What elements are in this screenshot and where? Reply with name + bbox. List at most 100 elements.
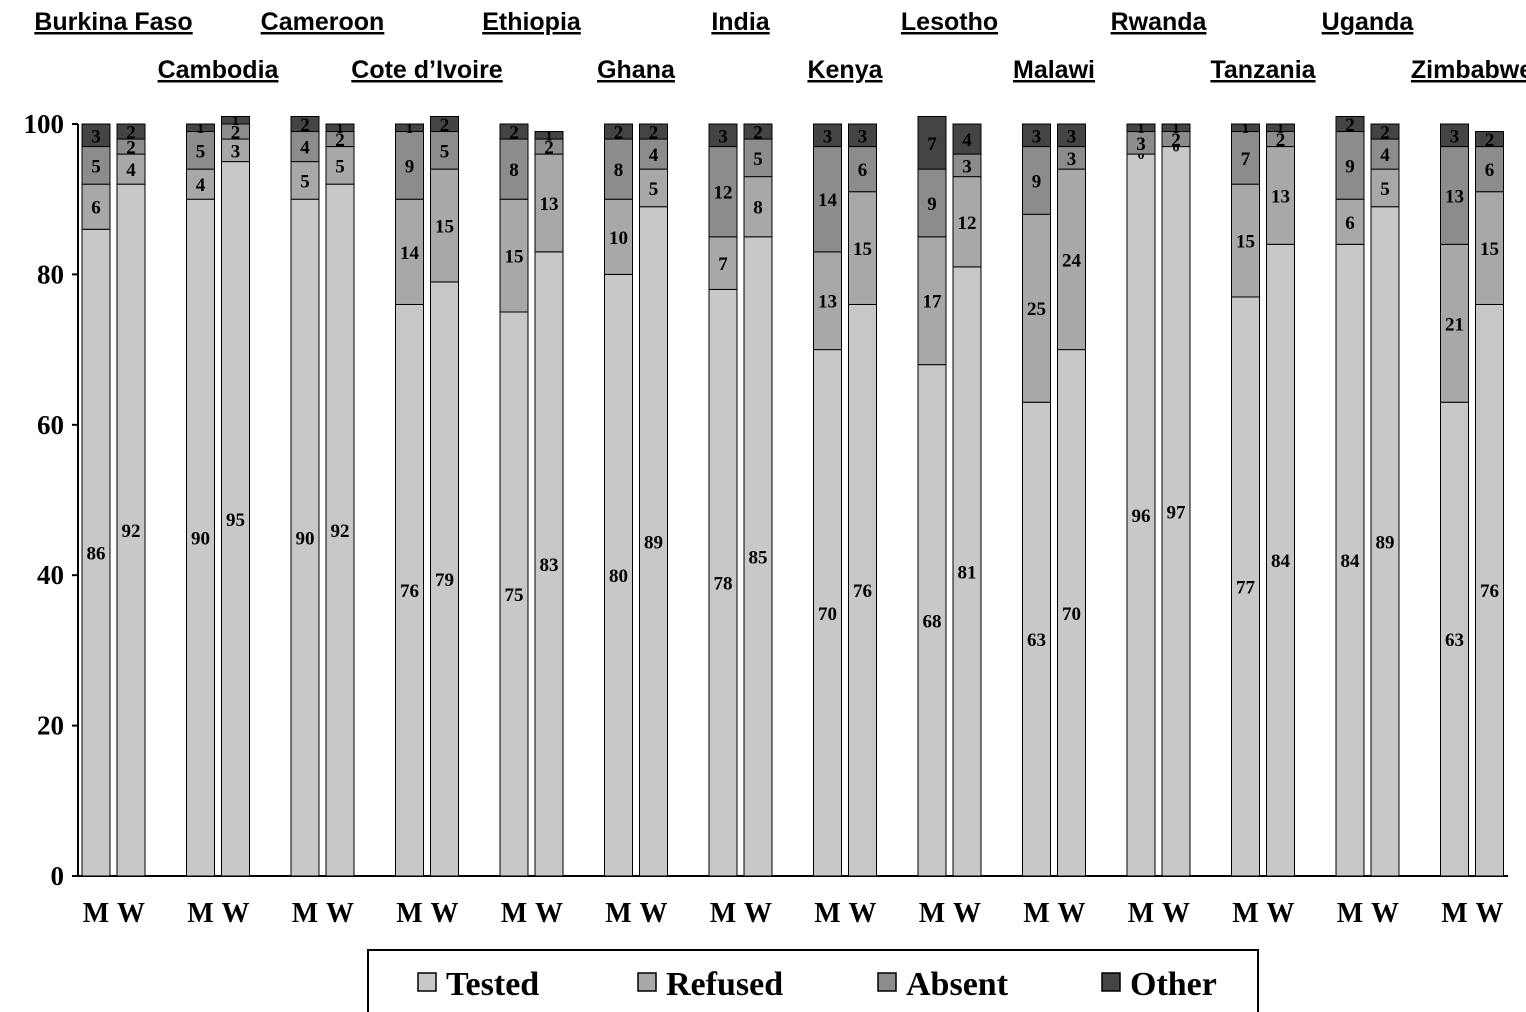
bar-segment-other <box>743 123 773 140</box>
bar-segment-tested <box>708 288 738 877</box>
data-label: 6 <box>858 160 868 181</box>
bar-segment-absent <box>1335 131 1365 200</box>
legend-swatch-refused <box>637 972 657 992</box>
data-label: 81 <box>958 562 977 583</box>
legend-label: Refused <box>666 966 783 1003</box>
data-label: 6 <box>91 198 101 219</box>
bar-category-label: M <box>187 898 213 929</box>
data-label: 10 <box>609 228 628 249</box>
data-label: 89 <box>644 532 663 553</box>
data-label: 0 <box>1173 141 1180 156</box>
bar-segment-other <box>534 131 564 140</box>
bar-segment-other <box>1335 115 1365 133</box>
data-label: 13 <box>540 194 559 215</box>
data-label: 3 <box>1450 126 1460 147</box>
bar-segment-absent <box>813 146 842 253</box>
data-label: 5 <box>649 179 659 200</box>
data-label: 8 <box>614 160 624 181</box>
data-label: 1 <box>406 122 413 137</box>
data-label: 2 <box>1345 115 1355 136</box>
data-label: 3 <box>718 126 728 147</box>
data-label: 5 <box>91 156 101 177</box>
bar-category-label: M <box>83 898 109 929</box>
data-label: 96 <box>1132 506 1151 527</box>
bar-category-label: M <box>1128 898 1154 929</box>
data-label: 92 <box>122 521 141 542</box>
bar-segment-refused <box>604 198 633 275</box>
bar-segment-tested <box>534 251 564 877</box>
bar-category-label: M <box>396 898 422 929</box>
data-label: 5 <box>196 141 206 162</box>
data-label: 7 <box>927 134 937 155</box>
data-label: 4 <box>649 145 659 166</box>
bar-segment-refused <box>1231 183 1260 298</box>
data-label: 5 <box>440 141 450 162</box>
bar-category-label: W <box>117 898 145 929</box>
country-label: Tanzania <box>1210 56 1316 84</box>
data-label: 63 <box>1445 630 1464 651</box>
bar-category-label: W <box>1162 898 1190 929</box>
country-label: Burkina Faso <box>34 8 192 36</box>
bar-segment-other <box>1440 123 1469 148</box>
data-label: 1 <box>546 129 553 144</box>
data-label: 7 <box>1241 149 1251 170</box>
bar-segment-refused <box>1335 198 1365 245</box>
country-label: Rwanda <box>1111 8 1208 36</box>
bar-category-label: M <box>1337 898 1363 929</box>
bar-segment-tested <box>1370 206 1400 877</box>
y-tick-label: 0 <box>51 861 65 891</box>
bar-segment-tested <box>1475 303 1504 877</box>
bar-category-label: W <box>431 898 459 929</box>
bar-category-label: M <box>501 898 527 929</box>
data-label: 90 <box>296 529 315 550</box>
bar-category-label: M <box>605 898 631 929</box>
bar-segment-absent <box>430 131 459 170</box>
bar-segment-refused <box>1057 168 1086 351</box>
data-label: 84 <box>1271 551 1291 572</box>
data-label: 4 <box>126 160 136 181</box>
bar-category-label: M <box>710 898 736 929</box>
data-label: 68 <box>923 611 942 632</box>
bar-segment-other <box>848 123 877 148</box>
data-label: 1 <box>1242 122 1249 137</box>
bar-category-label: W <box>326 898 354 929</box>
data-label: 79 <box>435 570 454 591</box>
data-label: 92 <box>331 521 350 542</box>
data-label: 1 <box>1173 122 1180 137</box>
legend-label: Absent <box>906 966 1009 1003</box>
bar-segment-refused <box>325 146 355 185</box>
bar-category-label: W <box>222 898 250 929</box>
bar-category-label: W <box>640 898 668 929</box>
data-label: 15 <box>1236 232 1255 253</box>
country-label: Cote d’Ivoire <box>351 56 503 84</box>
bar-segment-tested <box>1231 296 1260 877</box>
data-label: 15 <box>435 217 454 238</box>
bar-category-label: W <box>953 898 981 929</box>
data-label: 78 <box>714 574 733 595</box>
data-label: 17 <box>923 292 943 313</box>
data-label: 14 <box>400 243 420 264</box>
bar-segment-absent <box>1475 146 1504 193</box>
bar-segment-other <box>1266 123 1295 133</box>
data-label: 12 <box>958 213 977 234</box>
bar-category-label: W <box>535 898 563 929</box>
data-label: 3 <box>1136 134 1146 155</box>
bar-segment-other <box>952 123 982 155</box>
country-label: India <box>711 8 770 36</box>
data-label: 5 <box>753 149 763 170</box>
bar-segment-tested <box>186 198 215 877</box>
data-label: 2 <box>1276 130 1286 151</box>
bar-segment-refused <box>813 251 842 351</box>
bar-segment-refused <box>1022 213 1051 403</box>
bar-segment-refused <box>1370 168 1400 208</box>
data-label: 76 <box>1480 581 1499 602</box>
data-label: 3 <box>91 126 101 147</box>
bar-category-label: W <box>1476 898 1504 929</box>
bar-segment-tested <box>395 303 424 877</box>
bar-category-label: M <box>1441 898 1467 929</box>
data-label: 6 <box>1485 160 1495 181</box>
bar-segment-tested <box>813 349 842 877</box>
data-label: 9 <box>1345 156 1355 177</box>
